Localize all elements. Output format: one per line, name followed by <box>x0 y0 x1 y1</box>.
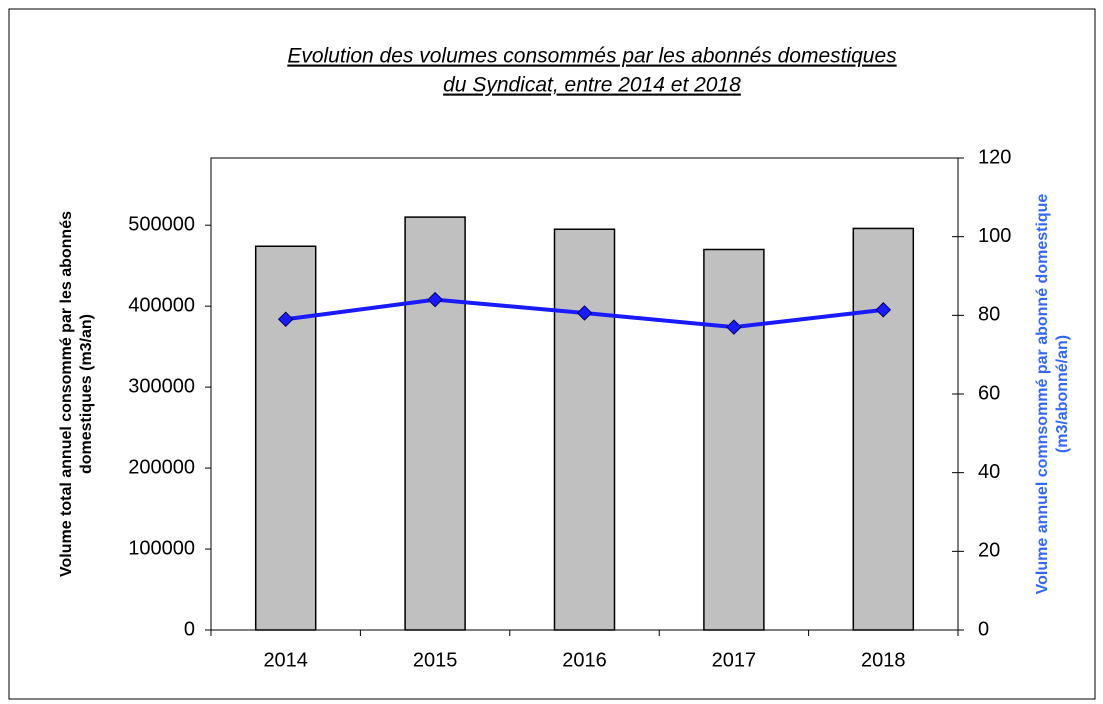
x-tick-label: 2016 <box>562 649 607 671</box>
x-tick-label: 2014 <box>263 649 308 671</box>
x-tick-label: 2015 <box>413 649 458 671</box>
bar <box>852 227 915 631</box>
y2-tick-label: 100 <box>978 225 1011 247</box>
y2-axis-label: Volume annuel comnsommé par abonné domes… <box>1034 194 1071 595</box>
y2-tick-label: 80 <box>978 304 1000 326</box>
y-tick-label: 300000 <box>128 375 195 397</box>
y-tick-label: 200000 <box>128 456 195 478</box>
y2-axis-label-line: (m3/abonné/an) <box>1054 335 1071 453</box>
bar <box>553 228 616 631</box>
x-tick-label: 2017 <box>712 649 757 671</box>
marker <box>427 291 443 308</box>
y-tick-label: 400000 <box>128 294 195 316</box>
marker <box>576 305 593 321</box>
y2-tick-label: 60 <box>978 382 1000 404</box>
y-axis-label: Volume total annuel consommé par les abo… <box>58 211 95 577</box>
bar <box>404 216 466 631</box>
bar <box>254 245 317 631</box>
chart-border <box>8 8 1096 700</box>
marker <box>875 302 892 318</box>
marker <box>277 311 294 328</box>
y2-tick-label: 40 <box>978 461 1000 483</box>
chart-title: du Syndicat, entre 2014 et 2018 <box>443 74 741 97</box>
y2-tick-label: 0 <box>978 618 989 640</box>
chart-title: Evolution des volumes consommés par les … <box>287 45 897 68</box>
marker <box>726 319 742 335</box>
y2-axis-label-line: Volume annuel comnsommé par abonné domes… <box>1034 194 1051 595</box>
y2-tick-label: 20 <box>978 540 1000 562</box>
x-tick-label: 2018 <box>861 649 906 671</box>
y-tick-label: 0 <box>184 618 195 640</box>
y-tick-label: 100000 <box>128 537 195 559</box>
y-tick-label: 500000 <box>128 213 195 235</box>
y-axis-label-line: domestiques (m3/an) <box>78 314 95 474</box>
y2-tick-label: 120 <box>978 146 1011 168</box>
y-axis-label-line: Volume total annuel consommé par les abo… <box>58 211 75 577</box>
bar <box>703 248 765 631</box>
